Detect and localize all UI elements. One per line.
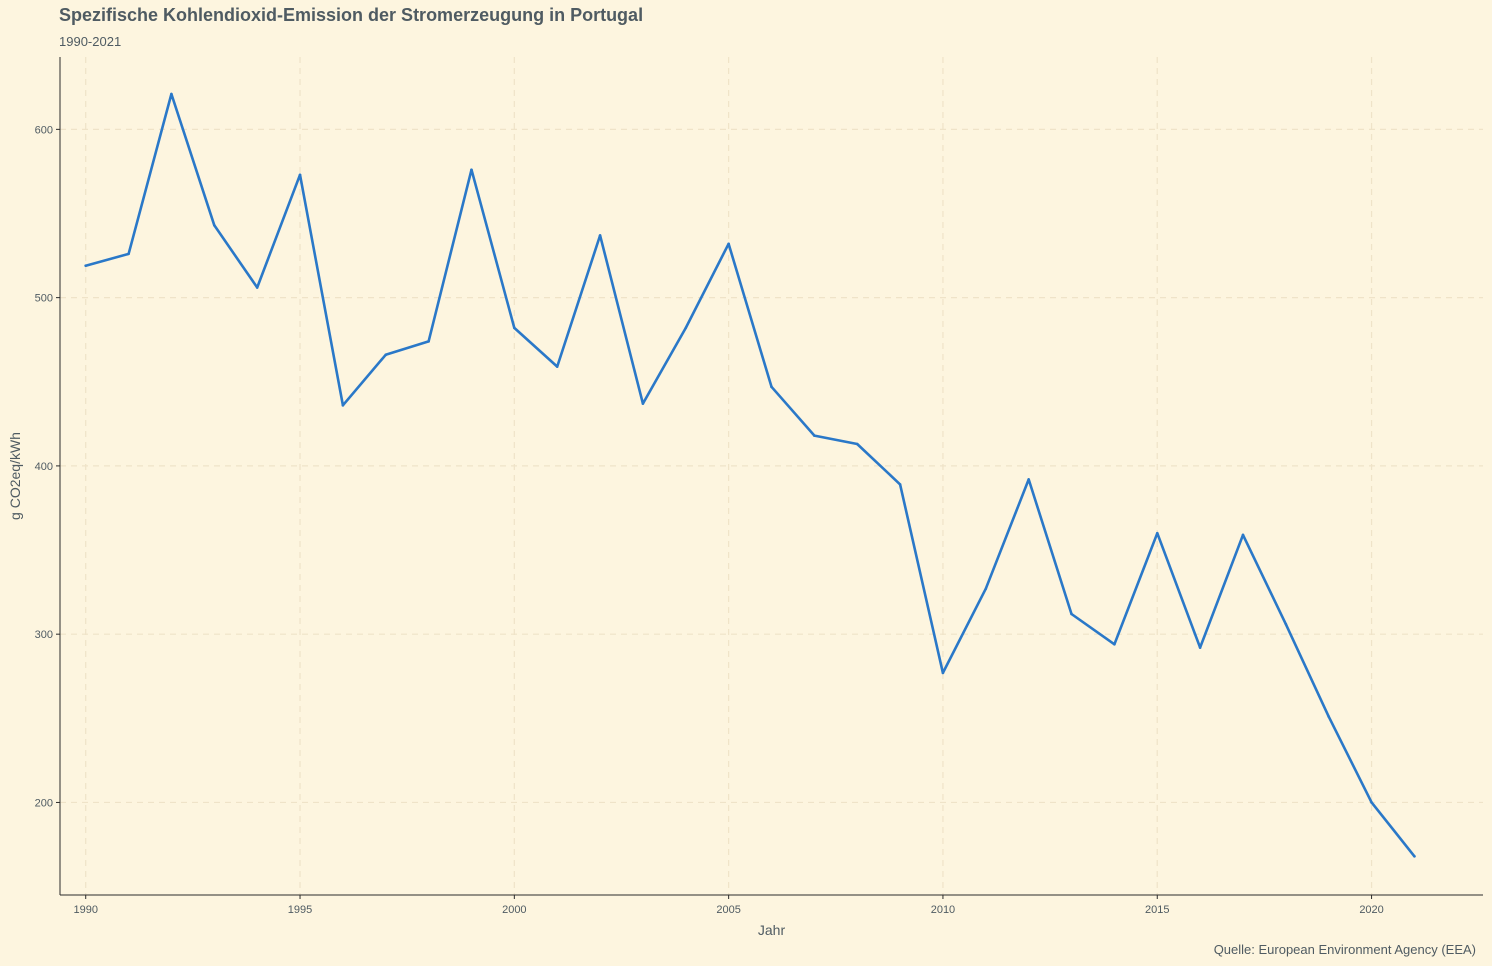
x-tick-label-1990: 1990 <box>73 904 97 916</box>
data-point-2009 <box>898 483 902 486</box>
axes <box>56 57 1483 899</box>
data-point-2003 <box>641 402 645 405</box>
data-point-2010 <box>941 671 945 675</box>
data-point-2011 <box>984 587 988 591</box>
y-tick-label-300: 300 <box>35 629 53 641</box>
data-point-2015 <box>1155 531 1159 535</box>
x-tick-label-1995: 1995 <box>288 904 312 916</box>
data-point-2020 <box>1370 801 1373 804</box>
data-point-2016 <box>1198 646 1202 649</box>
data-point-2008 <box>855 442 859 446</box>
x-tick-label-2000: 2000 <box>502 904 526 916</box>
data-point-2013 <box>1070 612 1073 616</box>
grid-lines <box>60 57 1483 895</box>
data-point-2006 <box>770 385 773 389</box>
chart-source-caption: Quelle: European Environment Agency (EEA… <box>1213 942 1476 957</box>
chart-subtitle: 1990-2021 <box>59 34 122 49</box>
data-point-1997 <box>384 353 388 357</box>
y-tick-label-500: 500 <box>35 293 53 305</box>
data-point-1996 <box>341 404 345 407</box>
data-point-2018 <box>1284 622 1288 626</box>
data-series <box>84 92 1416 858</box>
data-point-2017 <box>1241 533 1245 537</box>
x-tick-label-2010: 2010 <box>931 904 955 916</box>
data-point-2012 <box>1027 478 1030 481</box>
y-tick-label-200: 200 <box>35 797 53 809</box>
data-point-1991 <box>127 252 130 256</box>
x-tick-label-2015: 2015 <box>1145 904 1169 916</box>
data-point-1993 <box>213 223 216 227</box>
data-point-1994 <box>255 286 259 289</box>
data-point-2004 <box>684 326 688 330</box>
data-point-2021 <box>1413 854 1416 858</box>
y-tick-label-400: 400 <box>35 461 53 473</box>
data-point-2002 <box>598 234 602 237</box>
y-axis-title: g CO2eq/kWh <box>7 432 23 520</box>
data-point-1998 <box>427 340 430 343</box>
x-axis-title: Jahr <box>758 922 786 938</box>
data-point-2014 <box>1113 642 1116 646</box>
data-point-1990 <box>84 264 88 267</box>
data-point-1999 <box>470 168 473 172</box>
x-tick-label-2020: 2020 <box>1359 904 1383 916</box>
data-point-2001 <box>555 365 559 368</box>
x-tick-label-2005: 2005 <box>716 904 740 916</box>
series-line <box>84 92 1416 858</box>
data-point-1995 <box>298 173 302 177</box>
data-point-2007 <box>813 434 816 437</box>
data-point-1992 <box>170 92 173 96</box>
chart-title: Spezifische Kohlendioxid-Emission der St… <box>59 5 644 25</box>
data-point-2019 <box>1327 715 1330 718</box>
data-point-2000 <box>513 326 516 330</box>
data-point-2005 <box>727 242 730 246</box>
y-tick-label-600: 600 <box>35 124 53 136</box>
tick-labels: 1990 1995 2000 2005 2010 2015 2020 200 300 400 500… <box>35 124 1384 916</box>
